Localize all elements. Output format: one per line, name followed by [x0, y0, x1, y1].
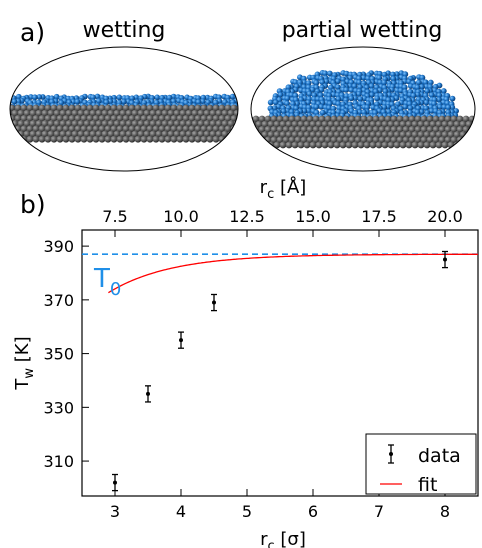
- panel-a-letter: a): [20, 18, 45, 47]
- data-point: [442, 250, 448, 269]
- partial-wetting-title: partial wetting: [282, 18, 443, 43]
- panel-a: a) wetting partial wetting: [9, 18, 476, 172]
- partial-wetting-simulation-image: [250, 46, 476, 172]
- legend-data-marker: [388, 444, 394, 464]
- top-x-tick-label: 20.0: [427, 207, 463, 226]
- y-axis-label: Tw [K]: [12, 336, 37, 390]
- legend: data fit: [365, 433, 477, 496]
- top-x-tick-label: 7.5: [102, 207, 127, 226]
- top-x-tick-label: 12.5: [229, 207, 265, 226]
- x-tick-label: 8: [440, 502, 450, 521]
- x-tick-label: 6: [308, 502, 318, 521]
- x-tick-label: 5: [242, 502, 252, 521]
- top-axis-label: rc [Å]: [260, 176, 307, 202]
- data-point: [178, 331, 184, 349]
- wetting-simulation-image: [9, 46, 239, 172]
- top-x-tick-label: 15.0: [295, 207, 331, 226]
- y-tick-label: 330: [43, 398, 74, 417]
- svg-text:rc [σ]: rc [σ]: [260, 529, 306, 548]
- x-axis-label: rc [σ]: [260, 529, 306, 548]
- top-x-tick-label: 10.0: [163, 207, 199, 226]
- t0-label: T0: [93, 264, 121, 300]
- x-tick-label: 7: [374, 502, 384, 521]
- data-point: [211, 293, 217, 312]
- y-tick-label: 350: [43, 345, 74, 364]
- panel-b: b) rc [Å] T0 3 4 5 6 7 8 310 330 350 370 390 7.5 1…: [12, 176, 479, 548]
- data-point: [145, 385, 151, 403]
- y-tick-label: 370: [43, 291, 74, 310]
- y-tick-label: 390: [43, 237, 74, 256]
- y-tick-label: 310: [43, 452, 74, 471]
- svg-text:Tw [K]: Tw [K]: [12, 336, 37, 390]
- x-tick-label: 3: [110, 502, 120, 521]
- wetting-title: wetting: [83, 18, 166, 43]
- x-tick-label: 4: [176, 502, 186, 521]
- svg-text:rc [Å]: rc [Å]: [260, 176, 307, 202]
- top-x-tick-label: 17.5: [361, 207, 397, 226]
- panel-b-letter: b): [20, 190, 46, 219]
- legend-data-label: data: [418, 445, 461, 467]
- legend-fit-label: fit: [418, 474, 437, 496]
- fit-curve: [108, 253, 478, 294]
